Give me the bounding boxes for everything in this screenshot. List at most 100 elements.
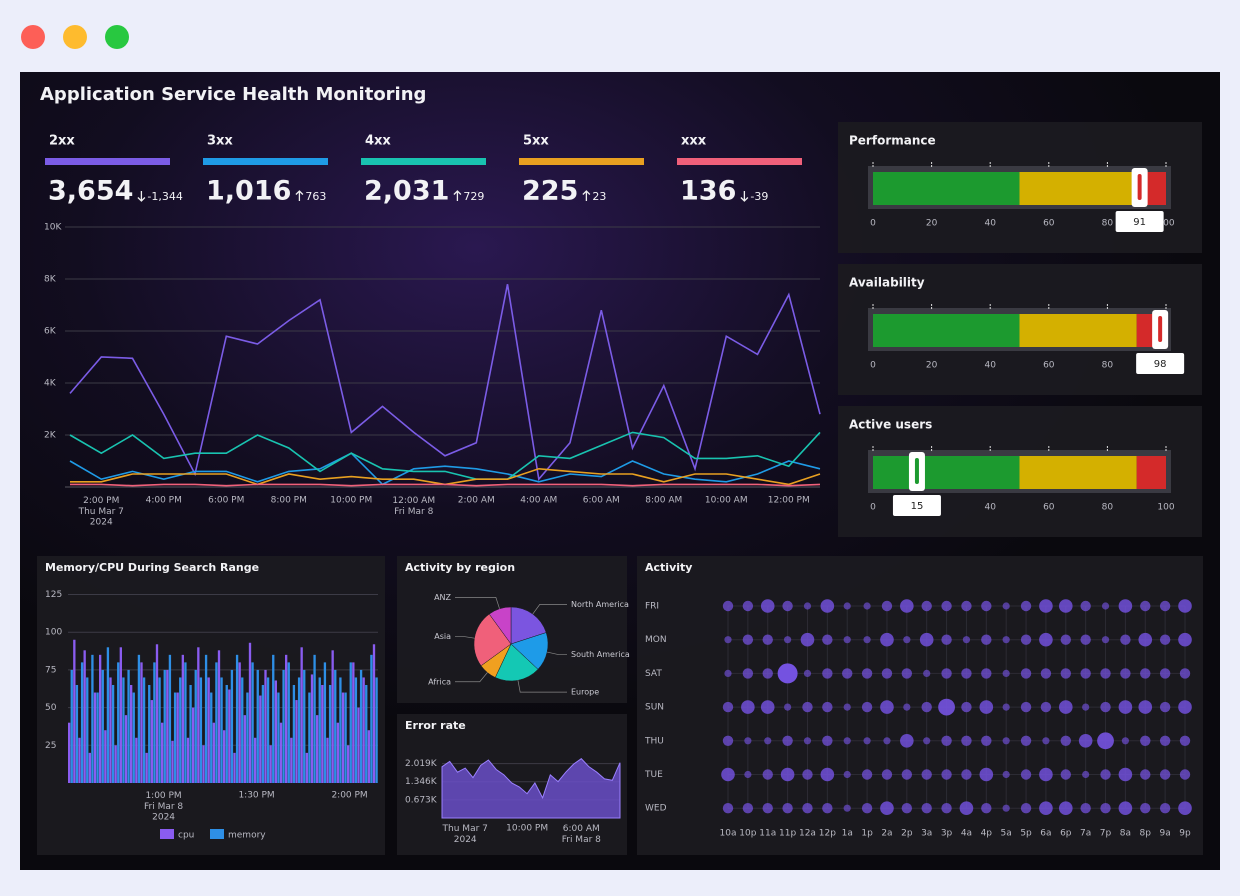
value-box bbox=[892, 495, 941, 516]
x-tick-label: 8a bbox=[1120, 829, 1131, 839]
bubble bbox=[1002, 804, 1010, 812]
x-tick-label: 8p bbox=[1140, 829, 1152, 839]
bar bbox=[80, 662, 84, 783]
bar bbox=[313, 654, 316, 783]
maximize-button[interactable] bbox=[105, 25, 129, 49]
panel-title: Active users bbox=[849, 418, 932, 432]
x-tick-label: 0 bbox=[870, 219, 876, 229]
bubble bbox=[903, 636, 911, 644]
bubble bbox=[961, 668, 972, 679]
bubble bbox=[803, 602, 812, 610]
bar bbox=[171, 740, 174, 783]
kpi-change: 729 bbox=[463, 190, 484, 203]
bar bbox=[225, 684, 228, 783]
bubble bbox=[1020, 701, 1032, 713]
bar bbox=[192, 707, 195, 783]
x-tick-label: 6:00 PM bbox=[208, 496, 244, 506]
bar bbox=[145, 752, 148, 783]
bar bbox=[274, 680, 277, 783]
bar bbox=[238, 662, 241, 783]
bar bbox=[230, 669, 234, 783]
bubble bbox=[901, 769, 913, 780]
bar bbox=[279, 722, 283, 783]
bar bbox=[73, 639, 76, 783]
kpi-change: -1,344 bbox=[147, 190, 182, 203]
series-line bbox=[69, 431, 821, 480]
bubble bbox=[901, 668, 913, 679]
bubble bbox=[1020, 668, 1032, 679]
bar bbox=[93, 692, 97, 783]
x-tick-label: 9a bbox=[1160, 829, 1171, 839]
x-tick-label: 3p bbox=[941, 829, 953, 839]
bubble bbox=[803, 737, 812, 745]
bar bbox=[135, 737, 138, 783]
bubble bbox=[880, 632, 894, 647]
slice-label: South America bbox=[571, 650, 630, 659]
bubble bbox=[843, 804, 851, 812]
bubble bbox=[959, 801, 974, 815]
bubble bbox=[782, 735, 793, 746]
bubble bbox=[1179, 735, 1191, 746]
y-tick-label: 8K bbox=[44, 275, 57, 285]
minimize-button[interactable] bbox=[63, 25, 87, 49]
bar bbox=[199, 677, 203, 783]
bar bbox=[354, 677, 358, 783]
kpi-label: 5xx bbox=[523, 134, 549, 149]
legend-swatch bbox=[203, 158, 328, 165]
bubble bbox=[782, 600, 793, 612]
bubble bbox=[981, 634, 992, 645]
close-button[interactable] bbox=[21, 25, 45, 49]
value-label: 91 bbox=[1133, 217, 1146, 228]
bubble bbox=[1039, 767, 1053, 782]
bar bbox=[300, 647, 303, 783]
bubble bbox=[1179, 769, 1191, 780]
bubble bbox=[742, 803, 754, 814]
bubble bbox=[863, 636, 871, 644]
legend-swatch bbox=[361, 158, 486, 165]
bubble bbox=[981, 600, 992, 612]
legend-label: memory bbox=[228, 831, 266, 841]
bubble bbox=[1080, 803, 1091, 814]
bubble bbox=[1082, 770, 1090, 779]
bubble bbox=[1002, 636, 1010, 644]
y-tick-label: 75 bbox=[45, 665, 56, 675]
x-tick-label: 10p bbox=[739, 829, 756, 839]
bubble bbox=[1060, 634, 1071, 645]
series-line bbox=[69, 452, 821, 486]
bubble bbox=[820, 599, 835, 613]
bar bbox=[194, 669, 197, 783]
bubble bbox=[941, 735, 952, 746]
bubble bbox=[822, 735, 833, 746]
bubble bbox=[921, 600, 932, 612]
arrow-down-icon bbox=[137, 191, 146, 202]
x-tick-label: 2a bbox=[881, 829, 892, 839]
x-tick-label: 6a bbox=[1040, 829, 1051, 839]
bubble bbox=[762, 668, 773, 679]
bubble bbox=[762, 769, 773, 780]
bar bbox=[114, 745, 117, 783]
bubble bbox=[1159, 769, 1171, 780]
bubble bbox=[843, 703, 851, 711]
bubble bbox=[1178, 632, 1192, 647]
bar bbox=[111, 684, 115, 783]
panel bbox=[637, 556, 1203, 855]
bubble bbox=[802, 701, 813, 713]
bubble bbox=[881, 600, 893, 612]
legend-swatch bbox=[519, 158, 644, 165]
bubble bbox=[1179, 668, 1191, 679]
leader-line bbox=[547, 651, 567, 656]
bar bbox=[241, 677, 244, 783]
y-tick-label: SUN bbox=[645, 703, 664, 713]
bubble bbox=[1002, 602, 1010, 610]
x-tick-label: 40 bbox=[984, 361, 996, 371]
bar bbox=[104, 730, 107, 783]
bubble bbox=[863, 602, 871, 610]
x-tick-label: 80 bbox=[1102, 361, 1114, 371]
bar bbox=[197, 647, 200, 783]
x-tick-label: 12p bbox=[819, 829, 836, 839]
bubble bbox=[777, 663, 798, 684]
bar bbox=[181, 654, 184, 783]
bar bbox=[254, 737, 257, 783]
x-tick-label: 20 bbox=[926, 219, 938, 229]
panel-title: Activity by region bbox=[405, 561, 515, 574]
